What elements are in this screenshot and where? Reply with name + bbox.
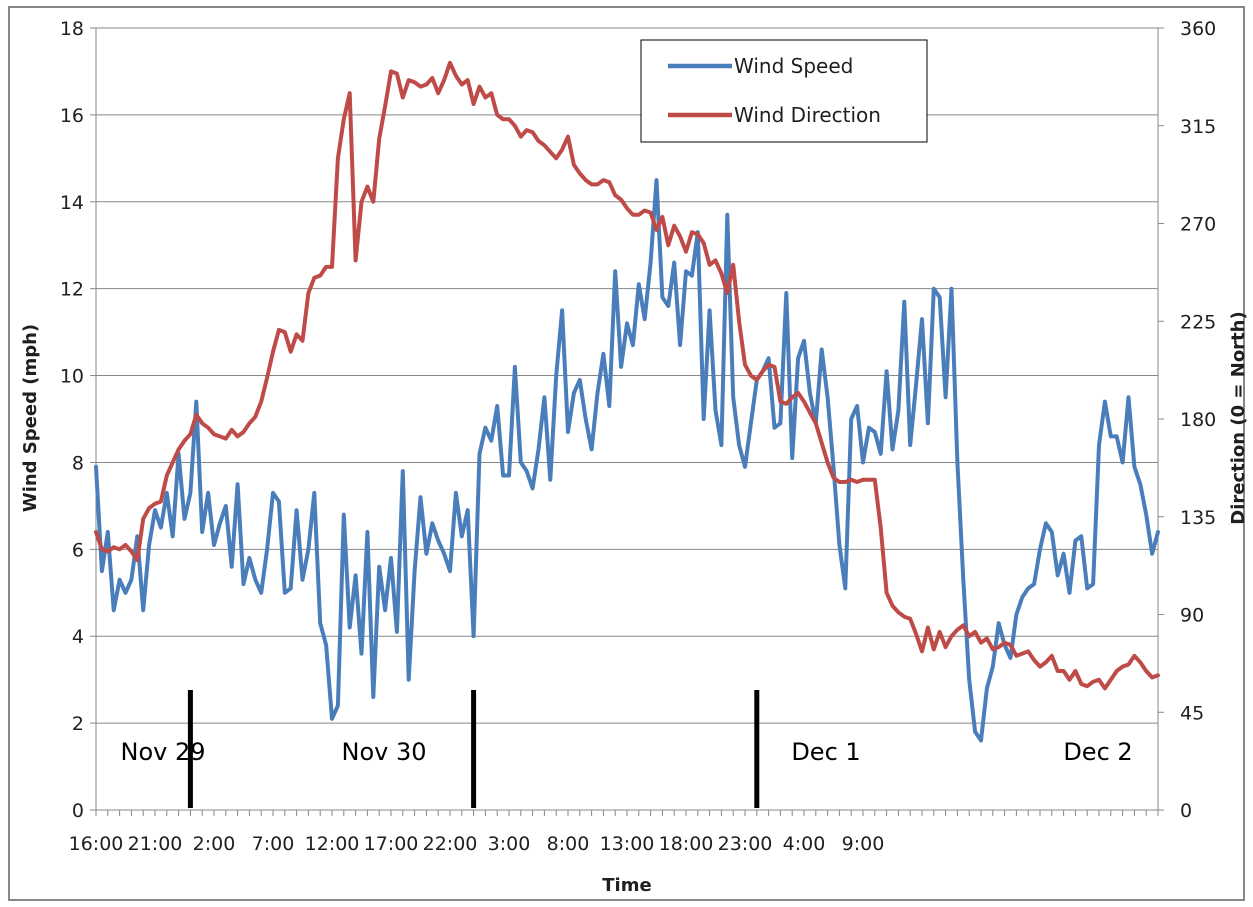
- y-tick-label: 10: [60, 366, 84, 388]
- x-tick-label: 2:00: [193, 833, 236, 855]
- y-tick-label: 18: [60, 18, 84, 40]
- x-tick-label: 4:00: [783, 833, 826, 855]
- y2-tick-label: 0: [1180, 800, 1192, 822]
- y-tick-label: 4: [72, 626, 84, 648]
- series-lines: [94, 60, 1160, 743]
- y-tick-label: 0: [72, 800, 84, 822]
- y2-tick-label: 270: [1180, 214, 1216, 236]
- y2-axis-title: Direction (0 = North): [1228, 311, 1249, 524]
- day-label: Dec 1: [791, 738, 860, 766]
- y2-tick-label: 315: [1180, 116, 1216, 138]
- x-tick-label: 23:00: [718, 833, 773, 855]
- y-tick-label: 8: [72, 452, 84, 474]
- day-labels: Nov 29 Nov 30 Dec 1 Dec 2: [120, 738, 1132, 766]
- y-tick-label: 14: [60, 192, 84, 214]
- x-tick-label: 7:00: [252, 833, 295, 855]
- y-tick-label: 16: [60, 105, 84, 127]
- y2-tick-label: 135: [1180, 507, 1216, 529]
- y2-tick-label: 225: [1180, 311, 1216, 333]
- y2-tick-label: 360: [1180, 18, 1216, 40]
- legend-box: [640, 39, 928, 143]
- legend: Wind Speed Wind Direction: [640, 39, 928, 143]
- y2-tick-label: 90: [1180, 605, 1204, 627]
- series-line-wind-speed: [94, 178, 1160, 743]
- series-line-wind-direction: [94, 60, 1160, 691]
- y-tick-label: 2: [72, 713, 84, 735]
- y2-tick-label: 180: [1180, 409, 1216, 431]
- day-label: Nov 29: [120, 738, 205, 766]
- legend-label-wind-speed: Wind Speed: [734, 54, 853, 78]
- y-tick-label: 6: [72, 539, 84, 561]
- y-axis-title: Wind Speed (mph): [20, 324, 41, 512]
- x-tick-label: 16:00: [69, 833, 124, 855]
- legend-label-wind-direction: Wind Direction: [734, 103, 881, 127]
- x-tick-label: 18:00: [659, 833, 714, 855]
- day-dividers: [187, 690, 760, 808]
- day-label: Dec 2: [1063, 738, 1132, 766]
- x-axis-title: Time: [602, 875, 651, 896]
- x-tick-label: 13:00: [600, 833, 655, 855]
- day-label: Nov 30: [341, 738, 426, 766]
- gridlines: [96, 27, 1158, 724]
- x-tick-label: 21:00: [128, 833, 183, 855]
- x-tick-label: 22:00: [423, 833, 478, 855]
- x-tick-label: 12:00: [305, 833, 360, 855]
- x-tick-label: 9:00: [842, 833, 885, 855]
- x-tick-label: 3:00: [488, 833, 531, 855]
- y2-tick-label: 45: [1180, 702, 1204, 724]
- x-tick-label: 17:00: [364, 833, 419, 855]
- x-tick-label: 8:00: [547, 833, 590, 855]
- y-tick-label: 12: [60, 279, 84, 301]
- chart-frame: [8, 6, 1245, 901]
- axes: 0246810121416180459013518022527031536016…: [60, 18, 1216, 855]
